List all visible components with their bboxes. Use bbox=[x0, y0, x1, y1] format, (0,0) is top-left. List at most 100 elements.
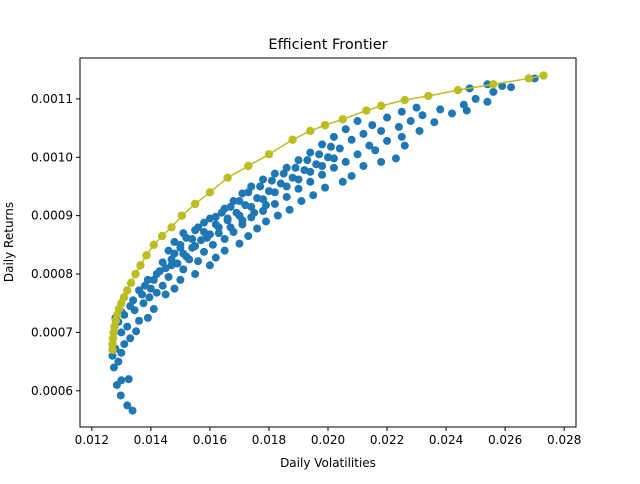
portfolio-point bbox=[164, 246, 173, 255]
portfolio-point bbox=[161, 264, 170, 273]
portfolio-point bbox=[448, 109, 456, 118]
portfolio-point bbox=[214, 229, 223, 238]
x-tick-label: 0.014 bbox=[134, 433, 168, 447]
frontier-point bbox=[190, 199, 200, 209]
portfolio-point bbox=[132, 327, 141, 336]
portfolio-point bbox=[205, 261, 214, 270]
portfolio-point bbox=[347, 171, 356, 180]
x-tick-label: 0.012 bbox=[75, 433, 109, 447]
portfolio-point bbox=[129, 296, 138, 305]
portfolio-point bbox=[430, 118, 439, 127]
portfolio-point bbox=[211, 220, 220, 229]
frontier-point bbox=[177, 211, 187, 220]
x-tick-label: 0.022 bbox=[370, 433, 404, 447]
frontier-point bbox=[288, 135, 297, 144]
frontier-point bbox=[376, 101, 386, 111]
frontier-point bbox=[306, 126, 315, 136]
portfolio-point bbox=[397, 132, 406, 141]
portfolio-point bbox=[309, 191, 318, 200]
portfolio-point bbox=[262, 217, 270, 226]
portfolio-point bbox=[185, 255, 194, 264]
portfolio-point bbox=[149, 275, 158, 284]
portfolio-point bbox=[306, 167, 315, 176]
portfolio-point bbox=[341, 157, 350, 166]
portfolio-point bbox=[128, 406, 137, 415]
portfolio-point bbox=[253, 224, 262, 233]
frontier-point bbox=[142, 251, 151, 260]
portfolio-point bbox=[371, 146, 380, 155]
portfolio-point bbox=[220, 246, 229, 255]
portfolio-point bbox=[211, 253, 220, 262]
portfolio-point bbox=[250, 208, 259, 217]
portfolio-point bbox=[383, 136, 392, 145]
portfolio-point bbox=[226, 202, 235, 211]
portfolio-point bbox=[235, 197, 244, 206]
portfolio-point bbox=[202, 233, 211, 242]
portfolio-point bbox=[368, 121, 377, 130]
frontier-point bbox=[205, 188, 215, 197]
frontier-series bbox=[108, 71, 548, 355]
portfolio-point bbox=[123, 322, 132, 331]
portfolio-point bbox=[270, 199, 279, 208]
portfolio-point bbox=[114, 357, 123, 366]
frontier-point bbox=[338, 115, 347, 124]
x-tick-label: 0.016 bbox=[193, 433, 227, 447]
portfolio-point bbox=[291, 163, 300, 172]
portfolio-scatter-series bbox=[108, 74, 539, 415]
frontier-point bbox=[126, 278, 136, 287]
portfolio-point bbox=[383, 113, 392, 122]
portfolio-point bbox=[244, 188, 253, 197]
frontier-point bbox=[264, 150, 274, 159]
portfolio-point bbox=[117, 348, 126, 357]
portfolio-point bbox=[200, 247, 208, 256]
portfolio-point bbox=[194, 257, 203, 266]
portfolio-point bbox=[226, 223, 235, 232]
portfolio-point bbox=[116, 391, 125, 400]
x-tick-label: 0.024 bbox=[429, 433, 463, 447]
x-tick-label: 0.026 bbox=[488, 433, 522, 447]
x-tick-label: 0.020 bbox=[311, 433, 345, 447]
frontier-point bbox=[424, 91, 433, 101]
portfolio-point bbox=[329, 163, 338, 172]
portfolio-point bbox=[507, 83, 516, 92]
portfolio-point bbox=[161, 290, 170, 299]
x-axis: 0.012 0.014 0.016 0.018 0.020 0.022 0.024 0.026… bbox=[75, 427, 581, 447]
portfolio-point bbox=[329, 154, 338, 163]
frontier-point bbox=[320, 120, 330, 130]
portfolio-point bbox=[173, 259, 182, 268]
portfolio-point bbox=[359, 129, 368, 138]
portfolio-point bbox=[217, 208, 226, 217]
portfolio-point bbox=[170, 237, 179, 246]
frontier-point bbox=[119, 293, 129, 302]
portfolio-point bbox=[306, 148, 315, 157]
portfolio-point bbox=[124, 375, 133, 384]
portfolio-point bbox=[394, 122, 403, 131]
frontier-point bbox=[362, 106, 371, 115]
portfolio-point bbox=[326, 142, 335, 151]
portfolio-point bbox=[282, 192, 291, 201]
portfolio-point bbox=[282, 182, 291, 191]
portfolio-point bbox=[400, 141, 409, 150]
frontier-point bbox=[539, 71, 548, 80]
portfolio-point bbox=[294, 175, 303, 184]
portfolio-point bbox=[294, 156, 303, 165]
portfolio-point bbox=[483, 97, 492, 106]
frontier-point bbox=[489, 80, 498, 89]
portfolio-point bbox=[365, 141, 374, 150]
portfolio-point bbox=[262, 201, 270, 210]
portfolio-point bbox=[256, 182, 265, 191]
portfolio-point bbox=[321, 183, 330, 192]
portfolio-point bbox=[140, 281, 149, 290]
portfolio-point bbox=[318, 170, 327, 179]
portfolio-point bbox=[238, 216, 247, 225]
portfolio-point bbox=[498, 82, 507, 91]
portfolio-point bbox=[377, 157, 386, 166]
portfolio-point bbox=[223, 214, 232, 223]
portfolio-point bbox=[117, 328, 126, 337]
portfolio-point bbox=[126, 334, 135, 343]
portfolio-point bbox=[270, 188, 279, 197]
portfolio-point bbox=[294, 184, 303, 193]
portfolio-point bbox=[155, 267, 164, 276]
portfolio-point bbox=[285, 205, 294, 214]
portfolio-point bbox=[179, 249, 188, 258]
